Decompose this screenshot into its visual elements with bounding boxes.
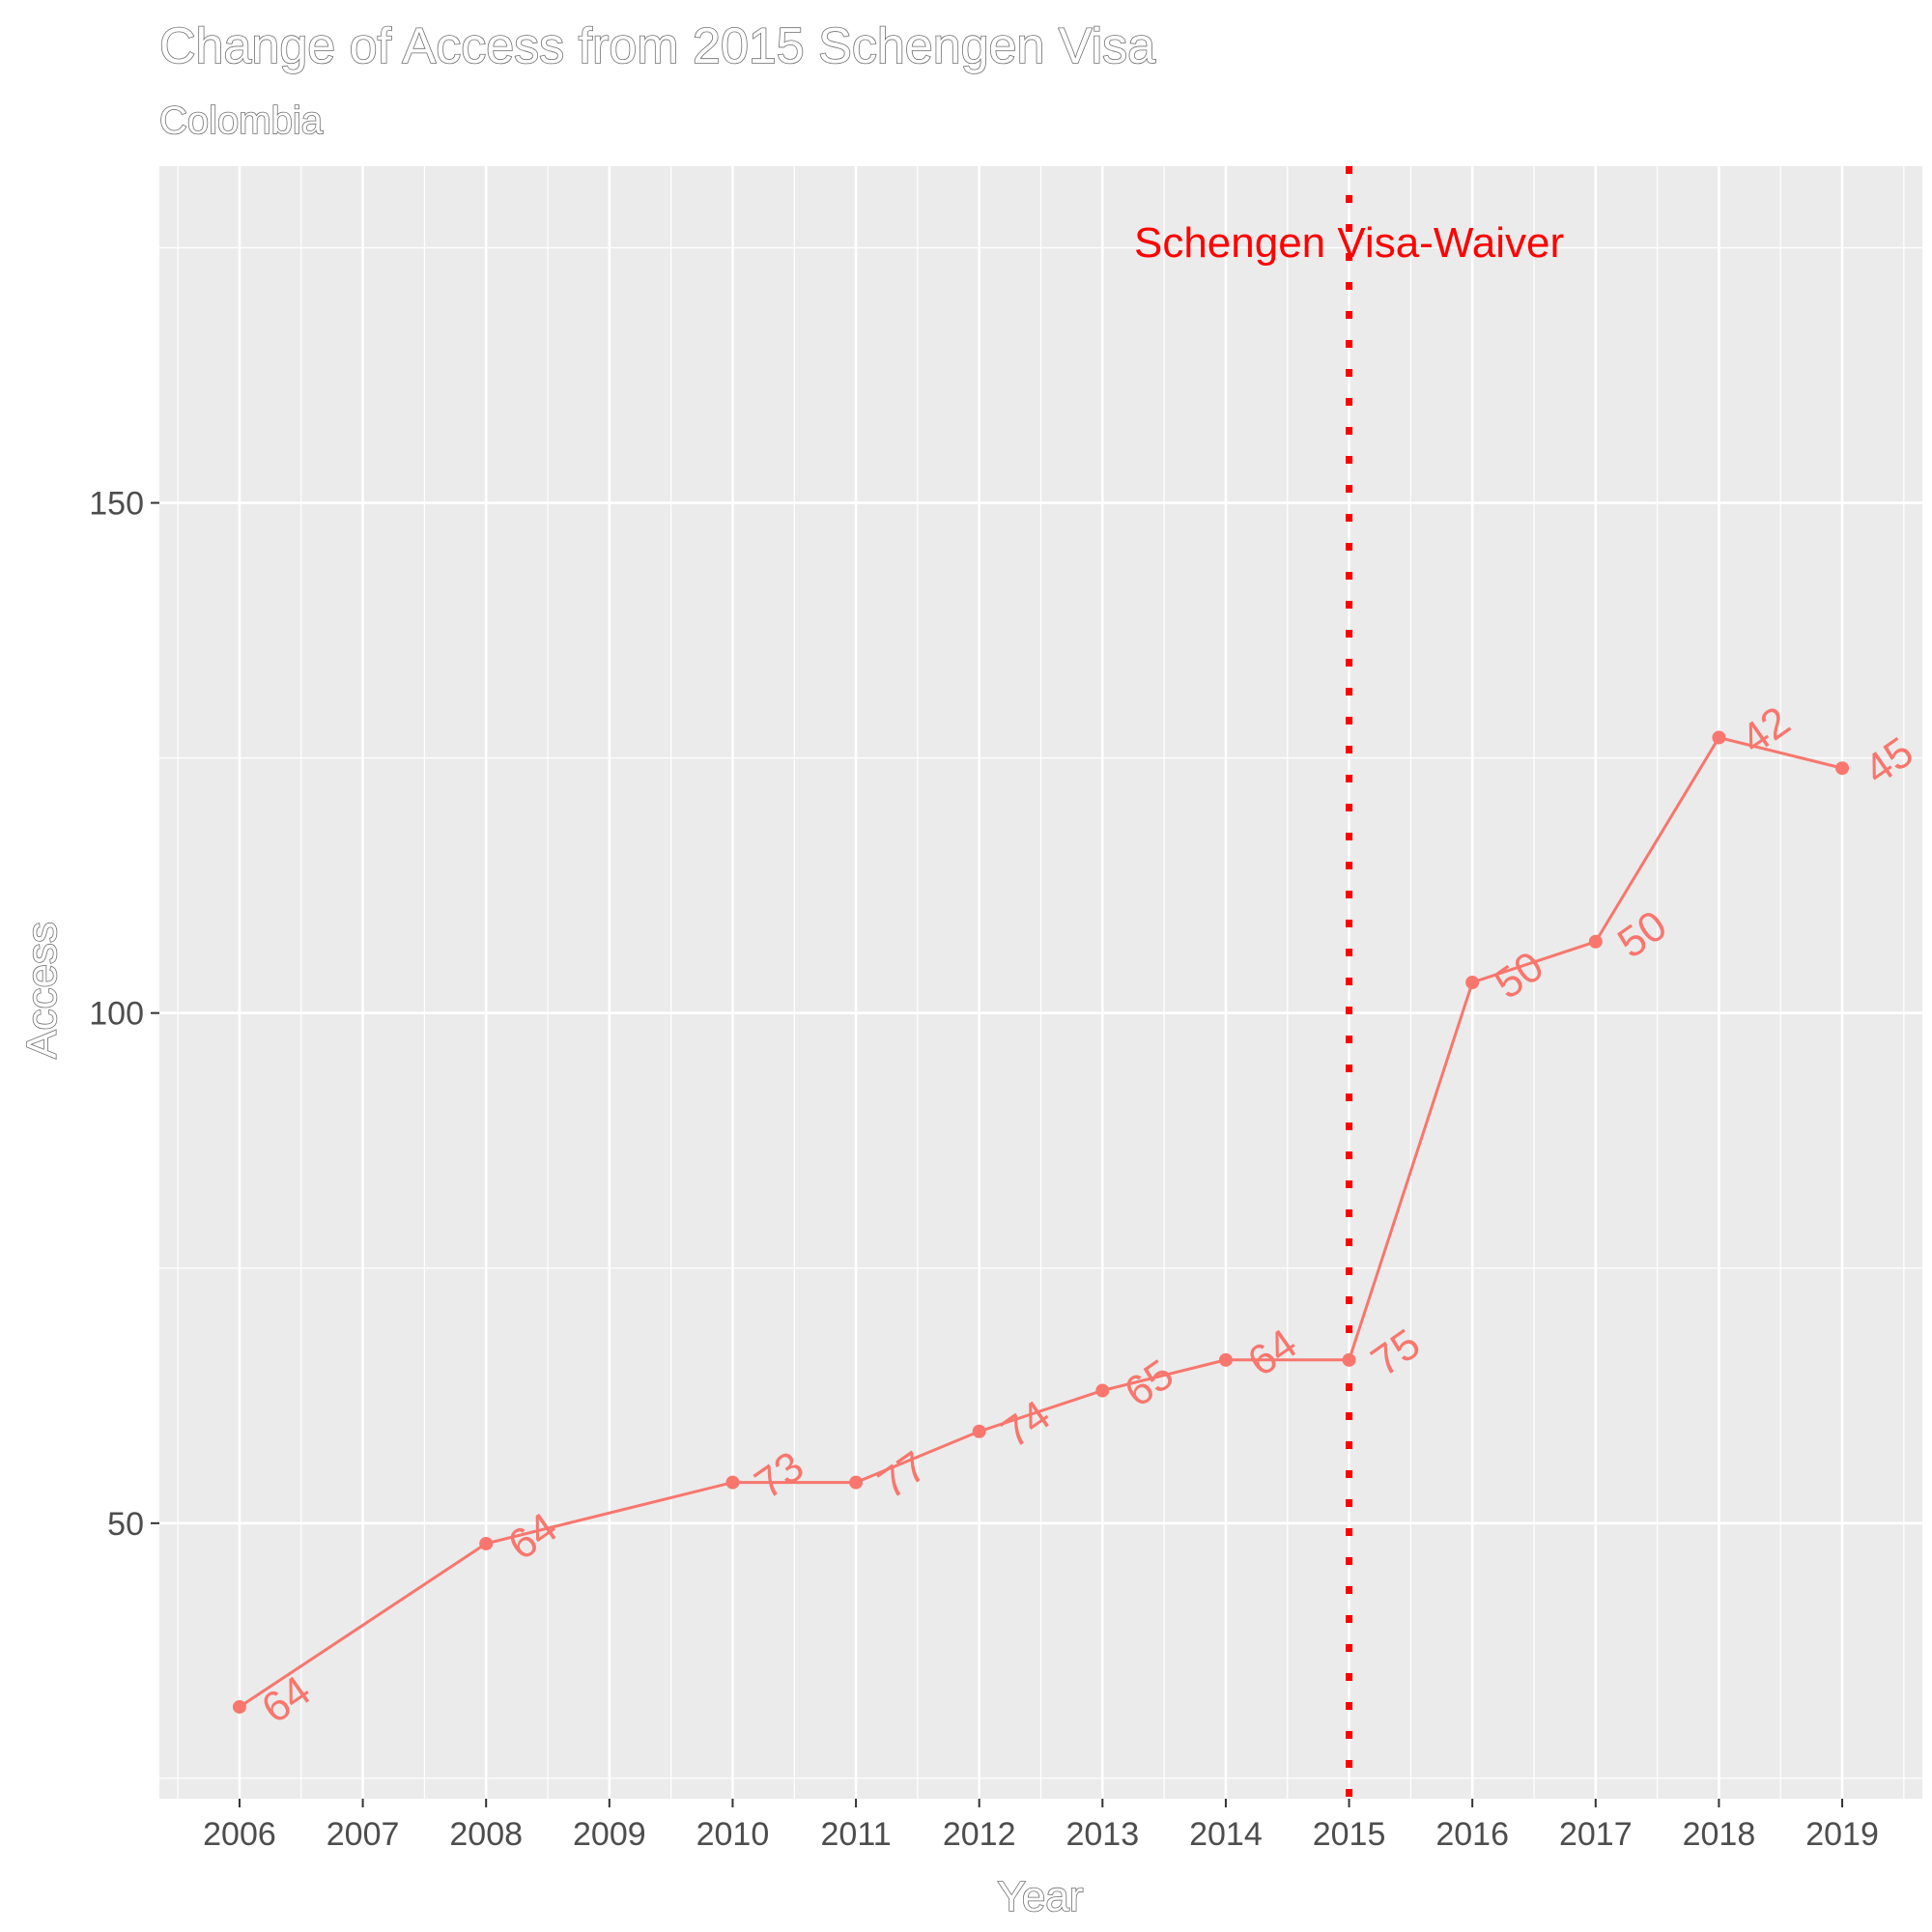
axis-layer: 2006 2007 2008 2009 2010 2011 2012 2013 2014 2015…	[89, 486, 1879, 1853]
annotation-layer: Schengen Visa-Waiver	[1134, 166, 1564, 1799]
data-point	[1835, 761, 1850, 776]
x-tick-label: 2009	[573, 1816, 646, 1853]
x-tick-label: 2018	[1683, 1816, 1756, 1853]
x-tick-label: 2012	[943, 1816, 1016, 1853]
x-tick-label: 2017	[1559, 1816, 1633, 1853]
x-tick-label: 2019	[1805, 1816, 1879, 1853]
data-point	[1342, 1352, 1356, 1367]
data-point	[849, 1475, 864, 1490]
x-tick-label: 2007	[327, 1816, 400, 1853]
x-tick-label: 2010	[696, 1816, 770, 1853]
data-point	[1712, 730, 1726, 745]
chart-title: Change of Access from 2015 Schengen Visa	[159, 18, 1155, 74]
y-tick-label: 150	[89, 486, 144, 523]
data-point	[1465, 976, 1480, 989]
y-tick-label: 50	[107, 1506, 144, 1543]
data-point	[725, 1475, 740, 1490]
x-tick-label: 2015	[1313, 1816, 1386, 1853]
data-point	[1218, 1352, 1233, 1367]
schengen-label: Schengen Visa-Waiver	[1134, 219, 1564, 267]
series-line	[239, 735, 1843, 1709]
data-point	[1588, 934, 1603, 949]
x-tick-label: 2006	[203, 1816, 276, 1853]
x-tick-label: 2008	[449, 1816, 523, 1853]
data-point	[1095, 1383, 1110, 1398]
grid-lines	[159, 166, 1922, 1799]
x-tick-label: 2014	[1189, 1816, 1263, 1853]
x-tick-label: 2013	[1065, 1816, 1139, 1853]
y-tick-label: 100	[89, 996, 144, 1033]
x-tick-label: 2011	[821, 1816, 892, 1853]
data-point	[232, 1699, 246, 1714]
data-point	[972, 1424, 986, 1438]
x-axis-title: Year	[998, 1873, 1084, 1920]
chart-subtitle: Colombia	[159, 99, 324, 142]
y-axis-title: Access	[18, 922, 66, 1059]
x-tick-label: 2016	[1435, 1816, 1509, 1853]
data-point	[479, 1536, 494, 1550]
